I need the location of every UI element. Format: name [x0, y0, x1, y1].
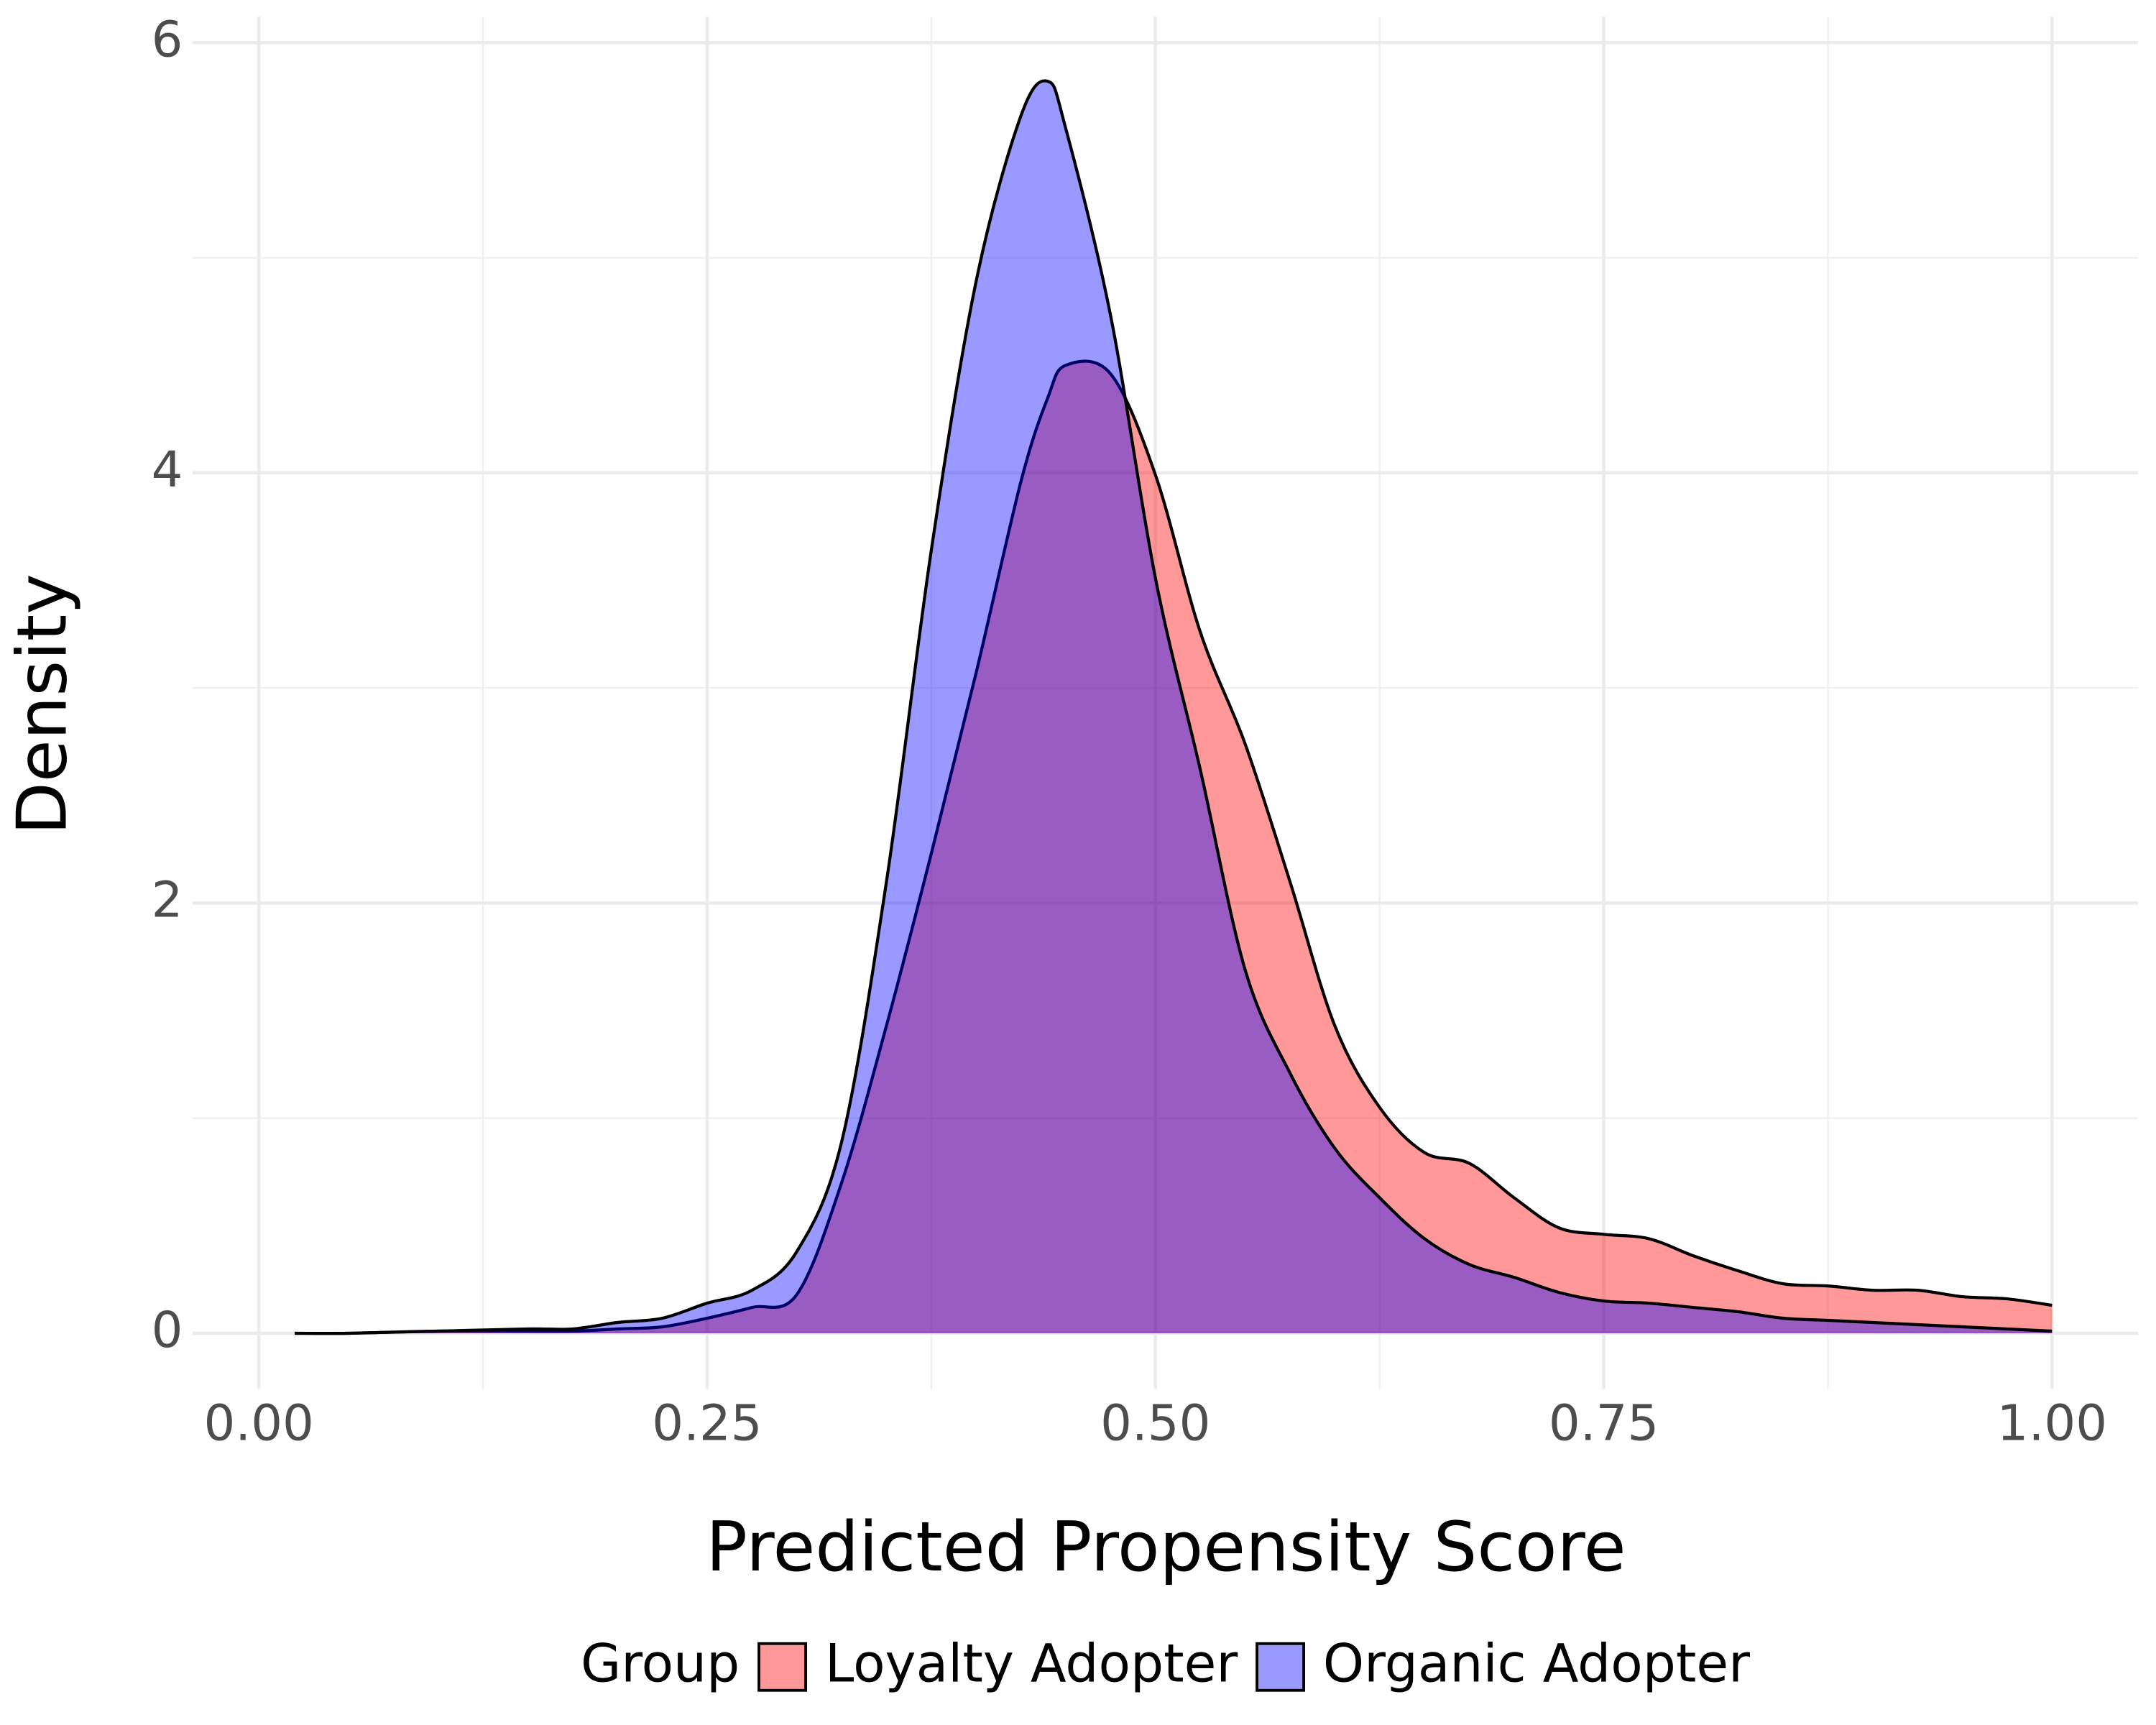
y-axis-title: Density [1, 574, 82, 835]
y-tick-label: 2 [152, 871, 183, 929]
axes: 0.00 0.25 0.50 0.75 1.00 0 2 4 6 [152, 11, 2107, 1452]
x-axis-title: Predicted Propensity Score [706, 1506, 1626, 1587]
legend-title: Group [581, 1634, 740, 1694]
density-area [295, 361, 2053, 1334]
legend-key [757, 1642, 808, 1692]
x-tick-label: 0.75 [1549, 1394, 1659, 1452]
legend: Group Loyalty Adopter Organic Adopter [581, 1634, 1750, 1694]
legend-label: Loyalty Adopter [825, 1634, 1238, 1694]
x-tick-label: 0.50 [1100, 1394, 1210, 1452]
legend-label: Organic Adopter [1323, 1634, 1750, 1694]
y-tick-label: 4 [152, 441, 183, 499]
x-tick-label: 0.25 [652, 1394, 762, 1452]
x-tick-label: 0.00 [204, 1394, 314, 1452]
y-tick-label: 6 [152, 11, 183, 68]
legend-key [1256, 1642, 1306, 1692]
density-area [295, 80, 2053, 1334]
grid [192, 17, 2139, 1389]
density-line [295, 79, 2053, 1335]
x-tick-label: 1.00 [1997, 1394, 2107, 1452]
y-tick-label: 0 [152, 1302, 183, 1359]
density-line [295, 359, 2053, 1335]
plot-area [295, 79, 2053, 1335]
